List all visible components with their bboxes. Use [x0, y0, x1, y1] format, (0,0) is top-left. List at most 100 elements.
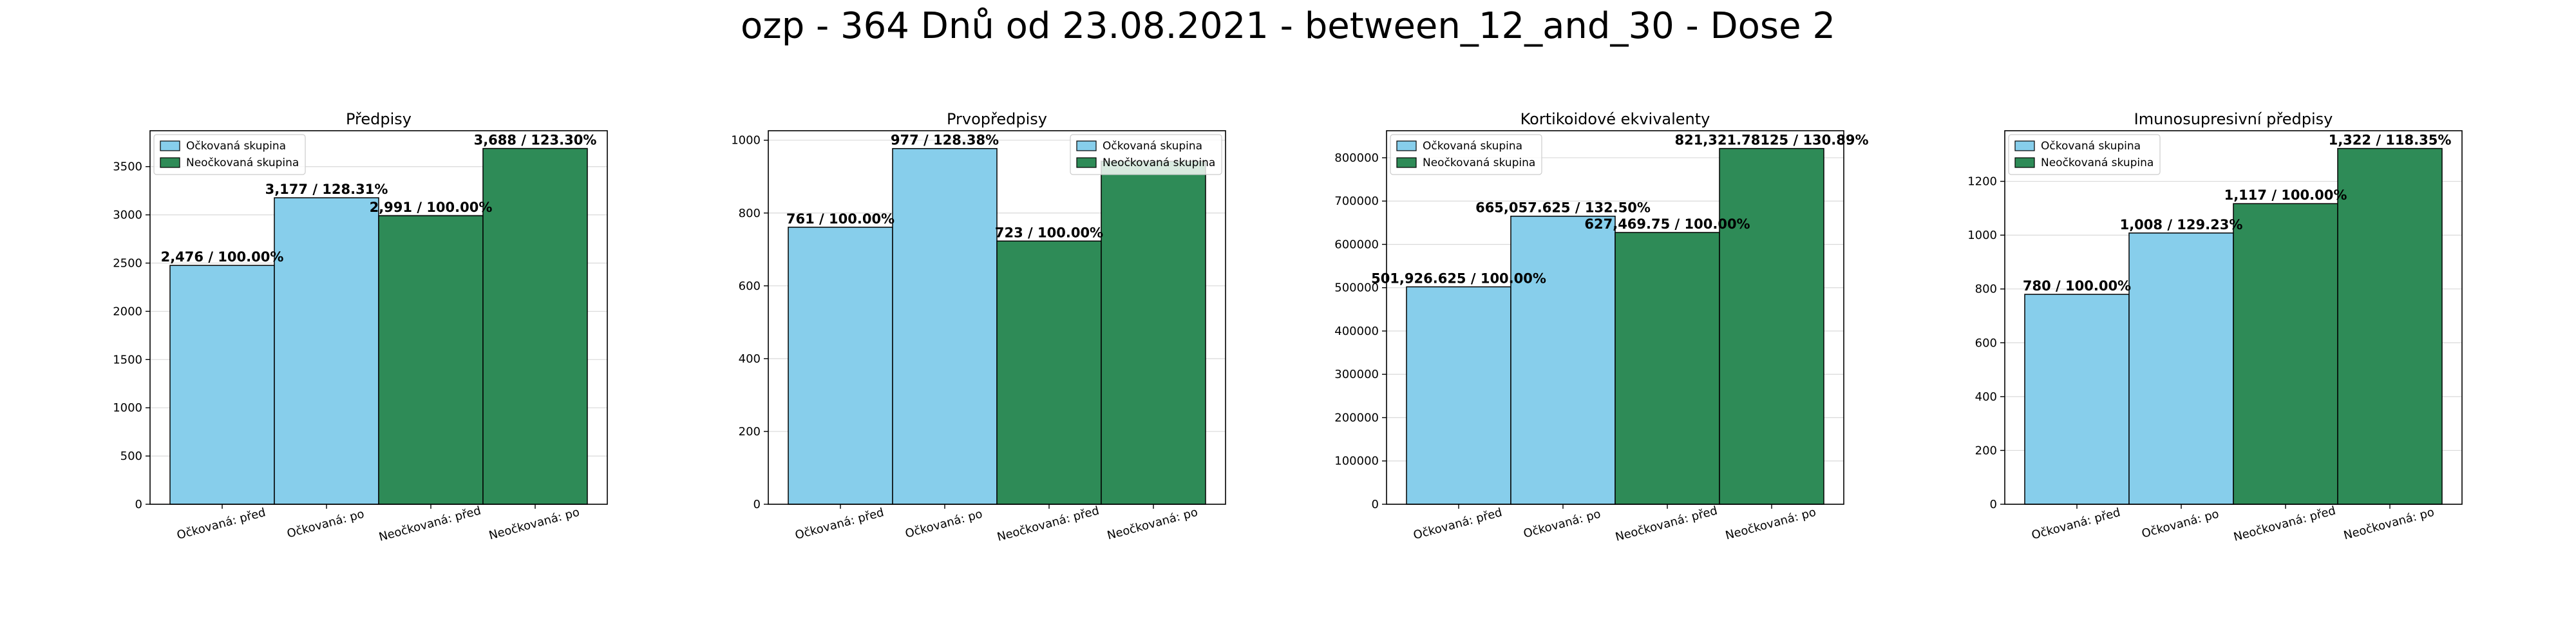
legend-label: Neočkovaná skupina [1103, 156, 1215, 169]
y-tick-label: 0 [135, 498, 142, 511]
subplot-title: Předpisy [346, 110, 412, 128]
y-tick-label: 300000 [1334, 368, 1379, 381]
bar-value-label: 1,117 / 100.00% [2224, 187, 2347, 203]
y-tick-label: 1000 [731, 134, 761, 147]
x-tick-label: Očkovaná: po [904, 507, 983, 541]
x-tick-label: Neočkovaná: před [2232, 504, 2337, 544]
bar [892, 147, 998, 505]
legend: Očkovaná skupina Neočkovaná skupina [2008, 134, 2161, 175]
x-tick-label: Neočkovaná: před [1614, 504, 1719, 544]
axes-frame [149, 130, 608, 505]
bar [1510, 215, 1616, 505]
bar-value-label: 501,926.625 / 100.00% [1371, 270, 1546, 286]
legend-box [2008, 134, 2161, 175]
y-tick-label: 3500 [113, 160, 142, 174]
legend: Očkovaná skupina Neočkovaná skupina [1390, 134, 1542, 175]
y-tick-label: 1000 [113, 401, 142, 415]
y-tick-label: 400000 [1334, 325, 1379, 338]
x-tick-label: Neočkovaná: před [996, 504, 1101, 544]
x-tick-label: Očkovaná: po [285, 507, 365, 541]
legend-swatch [1076, 140, 1097, 151]
bar [2233, 203, 2338, 505]
y-tick-label: 1000 [1967, 229, 1997, 242]
x-tick-label: Neočkovaná: po [1106, 506, 1199, 543]
legend-swatch [1396, 140, 1417, 151]
subplot-title: Kortikoidové ekvivalenty [1520, 110, 1710, 128]
y-tick-label: 800 [1975, 283, 1997, 296]
x-tick-label: Očkovaná: před [1412, 506, 1503, 542]
bar-value-label: 3,688 / 123.30% [474, 133, 597, 148]
legend-swatch [1396, 157, 1417, 168]
bar-value-label: 1,322 / 118.35% [2329, 133, 2452, 148]
x-tick-label: Očkovaná: po [1522, 507, 1602, 541]
x-tick-label: Očkovaná: před [2030, 506, 2121, 542]
bar [378, 215, 484, 505]
y-tick-label: 800000 [1334, 151, 1379, 165]
x-tick-label: Neočkovaná: po [2342, 506, 2436, 543]
bar [274, 197, 379, 505]
axes-frame [1386, 130, 1844, 505]
y-tick-label: 200000 [1334, 411, 1379, 424]
bar-value-label: 761 / 100.00% [786, 211, 895, 227]
x-tick-label: Očkovaná: před [793, 506, 885, 542]
bar-value-label: 665,057.625 / 132.50% [1475, 200, 1651, 216]
legend: Očkovaná skupina Neočkovaná skupina [1070, 134, 1222, 175]
x-tick-label: Neočkovaná: po [1724, 506, 1817, 543]
y-tick-label: 0 [753, 498, 761, 511]
y-tick-label: 0 [1372, 498, 1379, 511]
y-tick-label: 400 [1975, 390, 1997, 404]
y-tick-label: 3000 [113, 209, 142, 222]
y-tick-label: 2500 [113, 257, 142, 270]
y-tick-label: 0 [1990, 498, 1997, 511]
y-tick-label: 600 [739, 279, 761, 293]
axes-frame [768, 130, 1226, 505]
bar [169, 265, 275, 505]
x-tick-label: Očkovaná: po [2140, 507, 2220, 541]
x-tick-label: Neočkovaná: před [377, 504, 482, 544]
bar [2024, 294, 2130, 505]
y-tick-label: 200 [1975, 444, 1997, 457]
subplot-1: 2,476 / 100.00% 3,177 / 128.31% 2,991 / 10… [113, 110, 608, 544]
legend-box [1390, 134, 1542, 175]
subplot-title: Prvopředpisy [947, 110, 1047, 128]
x-tick-label: Očkovaná: před [175, 506, 267, 542]
bar [996, 240, 1102, 505]
axes-frame [2004, 130, 2463, 505]
legend-label: Očkovaná skupina [2041, 140, 2141, 153]
subplot-title: Imunosupresivní předpisy [2134, 110, 2333, 128]
y-tick-label: 1200 [1967, 175, 1997, 189]
y-tick-label: 700000 [1334, 194, 1379, 208]
figure-title: ozp - 364 Dnů od 23.08.2021 - between_12… [741, 5, 1835, 47]
y-tick-label: 800 [739, 207, 761, 220]
y-tick-label: 500 [120, 450, 142, 463]
subplot-4: 780 / 100.00% 1,008 / 129.23% 1,117 / 100.… [1967, 110, 2463, 544]
legend-box [1070, 134, 1222, 175]
legend-label: Neočkovaná skupina [1423, 156, 1535, 169]
bar [2128, 232, 2234, 505]
legend-swatch [2014, 157, 2035, 168]
subplot-3: 501,926.625 / 100.00% 665,057.625 / 132.5… [1334, 110, 1868, 544]
bar [2337, 147, 2443, 505]
y-tick-label: 100000 [1334, 455, 1379, 468]
y-tick-label: 200 [739, 425, 761, 439]
bar-value-label: 977 / 128.38% [891, 133, 999, 148]
legend-swatch [160, 140, 180, 151]
y-tick-label: 500000 [1334, 281, 1379, 295]
bar [1101, 160, 1206, 505]
bar [482, 147, 588, 505]
y-tick-label: 400 [739, 352, 761, 366]
bar-value-label: 821,321.78125 / 130.89% [1674, 133, 1868, 148]
bar [1719, 147, 1824, 505]
bar-value-label: 2,476 / 100.00% [161, 249, 284, 265]
legend-label: Očkovaná skupina [1423, 140, 1522, 153]
y-tick-label: 600000 [1334, 238, 1379, 251]
legend-label: Neočkovaná skupina [2041, 156, 2154, 169]
bar-value-label: 723 / 100.00% [995, 225, 1103, 240]
bar-value-label: 1,008 / 129.23% [2120, 217, 2243, 232]
legend-label: Neočkovaná skupina [186, 156, 299, 169]
bar-value-label: 3,177 / 128.31% [265, 182, 388, 197]
legend-box [153, 134, 306, 175]
bar-value-label: 2,991 / 100.00% [370, 200, 493, 215]
legend-swatch [1076, 157, 1097, 168]
